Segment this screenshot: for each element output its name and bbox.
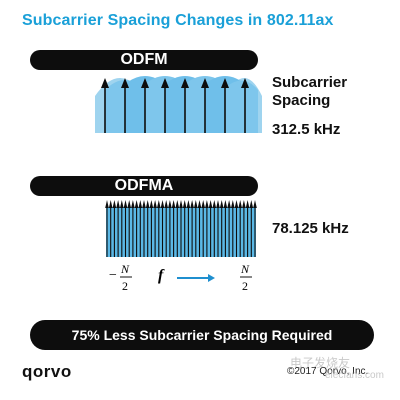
ofdm-arrowhead [161, 78, 169, 88]
summary-banner-text: 75% Less Subcarrier Spacing Required [71, 327, 333, 343]
ofdma-arrowhead [157, 200, 161, 208]
ofdma-arrowhead [234, 200, 239, 208]
copyright-text: ©2017 Qorvo, Inc. [287, 366, 369, 377]
ofdm-arrowhead [101, 78, 109, 88]
ofdm-label: ODFM [120, 51, 168, 68]
ofdma-label: ODFMA [114, 177, 174, 194]
ofdm-lobe [225, 80, 258, 133]
subcarrier-label-line1: Subcarrier [272, 74, 348, 91]
ofdma-arrowhead [175, 200, 180, 208]
ofdma-arrowhead [149, 200, 154, 208]
ofdma-arrowhead [145, 200, 150, 208]
ofdma-subcarrier-arrows [105, 200, 257, 257]
ofdma-arrowhead [127, 200, 131, 208]
left-numerator: N [121, 262, 130, 276]
ofdma-arrowhead [179, 200, 183, 208]
ofdma-arrowhead [249, 200, 254, 208]
ofdma-arrowhead [108, 200, 113, 208]
ofdma-arrowhead [253, 200, 257, 208]
left-minus-sign: − [108, 268, 118, 283]
frequency-symbol: f [158, 267, 164, 284]
watermark-text: 电子发烧友 [290, 356, 351, 370]
ofdm-subcarrier-lobes [95, 76, 262, 133]
ofdma-arrowhead [245, 200, 250, 208]
ofdma-arrowhead [219, 200, 224, 208]
right-numerator: N [241, 262, 250, 276]
watermark-url: elecfans.com [325, 370, 384, 381]
ofdma-arrowhead [171, 200, 176, 208]
ofdm-arrowhead [141, 78, 149, 88]
ofdm-arrowhead [121, 78, 129, 88]
ofdma-arrowhead [197, 200, 202, 208]
ofdma-arrowhead [164, 200, 168, 208]
ofdma-arrowhead [120, 200, 124, 208]
ofdm-arrowhead [221, 78, 229, 88]
ofdma-arrowhead [123, 200, 128, 208]
summary-banner: 75% Less Subcarrier Spacing Required [30, 320, 374, 350]
ofdma-arrowhead [105, 200, 109, 208]
ofdma-arrowhead [160, 200, 165, 208]
ofdma-arrowhead [223, 200, 228, 208]
page-title: Subcarrier Spacing Changes in 802.11ax [22, 12, 334, 29]
subcarrier-label-line2: Spacing [272, 92, 331, 109]
left-denominator: 2 [122, 279, 128, 293]
ofdma-arrowhead [194, 200, 198, 208]
ofdma-arrowhead [212, 200, 217, 208]
ofdma-arrowhead [116, 200, 120, 208]
ofdma-arrowhead [138, 200, 143, 208]
ofdma-arrowhead [227, 200, 231, 208]
right-denominator: 2 [242, 279, 248, 293]
ofdma-arrowhead [112, 200, 117, 208]
ofdm-label-pill: ODFM [30, 50, 258, 70]
ofdma-arrowhead [205, 200, 209, 208]
ofdma-spacing-value: 78.125 kHz [272, 220, 349, 237]
ofdm-arrowhead [201, 78, 209, 88]
ofdma-arrowhead [208, 200, 213, 208]
ofdma-arrowhead [216, 200, 220, 208]
ofdma-arrowhead [231, 200, 235, 208]
ofdma-arrowhead [186, 200, 191, 208]
ofdm-arrowhead [181, 78, 189, 88]
ofdma-arrowhead [142, 200, 146, 208]
ofdm-arrowhead [241, 78, 249, 88]
qorvo-logo: qorvo [22, 362, 72, 381]
ofdm-spacing-value: 312.5 kHz [272, 121, 341, 138]
ofdma-arrowhead [153, 200, 157, 208]
ofdma-arrowhead [131, 200, 135, 208]
ofdma-arrowhead [201, 200, 205, 208]
ofdma-arrowhead [242, 200, 246, 208]
ofdm-subcarrier-arrows [101, 78, 249, 133]
frequency-arrow [177, 274, 215, 282]
ofdma-arrowhead [238, 200, 242, 208]
ofdma-arrowhead [168, 200, 172, 208]
ofdma-arrowhead [134, 200, 139, 208]
ofdma-arrowhead [182, 200, 187, 208]
ofdma-arrowhead [190, 200, 194, 208]
ofdma-label-pill: ODFMA [30, 176, 258, 196]
